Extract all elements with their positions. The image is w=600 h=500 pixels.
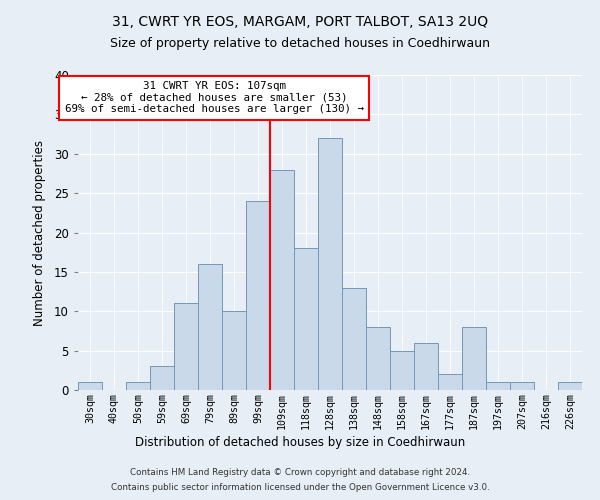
Bar	[222, 311, 246, 390]
Bar	[318, 138, 342, 390]
Bar	[270, 170, 294, 390]
Bar	[510, 382, 534, 390]
Text: Distribution of detached houses by size in Coedhirwaun: Distribution of detached houses by size …	[135, 436, 465, 449]
Bar	[174, 304, 198, 390]
Text: 31, CWRT YR EOS, MARGAM, PORT TALBOT, SA13 2UQ: 31, CWRT YR EOS, MARGAM, PORT TALBOT, SA…	[112, 15, 488, 29]
Bar	[198, 264, 222, 390]
Bar	[462, 327, 486, 390]
Bar	[558, 382, 582, 390]
Bar	[438, 374, 462, 390]
Bar	[246, 201, 270, 390]
Bar	[366, 327, 390, 390]
Bar	[78, 382, 102, 390]
Text: Contains HM Land Registry data © Crown copyright and database right 2024.: Contains HM Land Registry data © Crown c…	[130, 468, 470, 477]
Text: Size of property relative to detached houses in Coedhirwaun: Size of property relative to detached ho…	[110, 38, 490, 51]
Bar	[294, 248, 318, 390]
Bar	[342, 288, 366, 390]
Bar	[414, 343, 438, 390]
Bar	[126, 382, 150, 390]
Text: 31 CWRT YR EOS: 107sqm
← 28% of detached houses are smaller (53)
69% of semi-det: 31 CWRT YR EOS: 107sqm ← 28% of detached…	[65, 82, 364, 114]
Bar	[486, 382, 510, 390]
Text: Contains public sector information licensed under the Open Government Licence v3: Contains public sector information licen…	[110, 483, 490, 492]
Bar	[150, 366, 174, 390]
Bar	[390, 350, 414, 390]
Y-axis label: Number of detached properties: Number of detached properties	[33, 140, 46, 326]
